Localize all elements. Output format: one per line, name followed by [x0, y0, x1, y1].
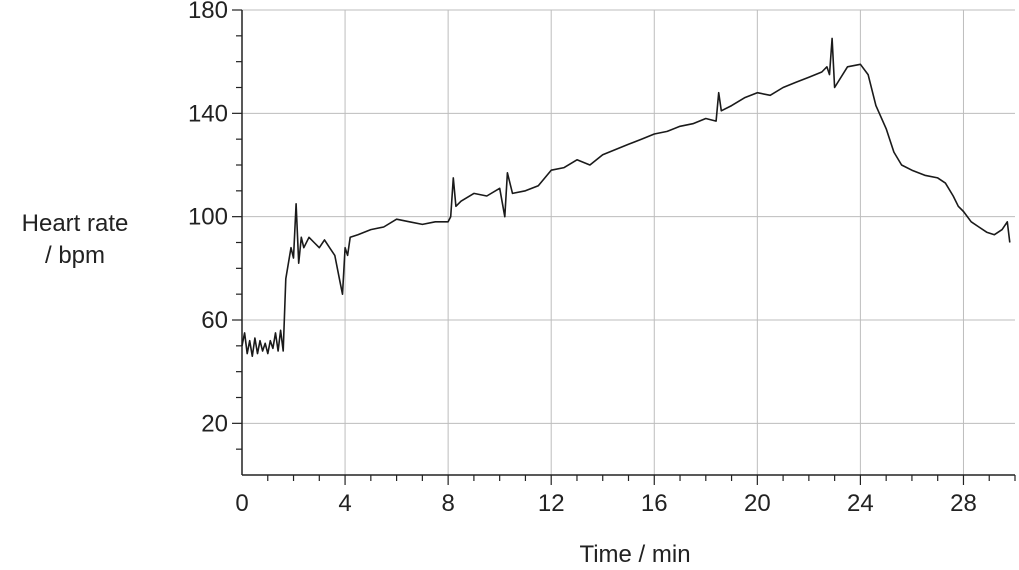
x-tick-label: 0	[235, 490, 248, 517]
y-tick-label: 60	[201, 307, 228, 334]
ticks: 20 60 100 140 180 0 4 8 12 16 20 24 28	[188, 0, 1016, 517]
x-tick-label: 20	[744, 490, 771, 517]
x-tick-label: 4	[338, 490, 351, 517]
series-group	[241, 37, 1011, 358]
x-tick-label: 8	[441, 490, 454, 517]
x-axis-label: Time / min	[579, 541, 690, 568]
y-axis-label-line1: Heart rate	[21, 210, 129, 237]
y-axis-label-line2: / bpm	[44, 242, 106, 269]
x-tick-label: 24	[847, 490, 874, 517]
x-tick-label: 28	[950, 490, 977, 517]
axes	[241, 10, 1015, 476]
y-tick-label: 180	[188, 0, 228, 24]
y-tick-label: 100	[188, 204, 228, 231]
y-axis-label: Heart rate / bpm	[0, 208, 150, 272]
grid	[242, 9, 1015, 475]
x-tick-label: 16	[641, 490, 668, 517]
y-tick-label: 20	[201, 410, 228, 437]
x-tick-label: 12	[538, 490, 565, 517]
y-tick-label: 140	[188, 100, 228, 127]
heart-rate-series-line	[241, 37, 1011, 358]
